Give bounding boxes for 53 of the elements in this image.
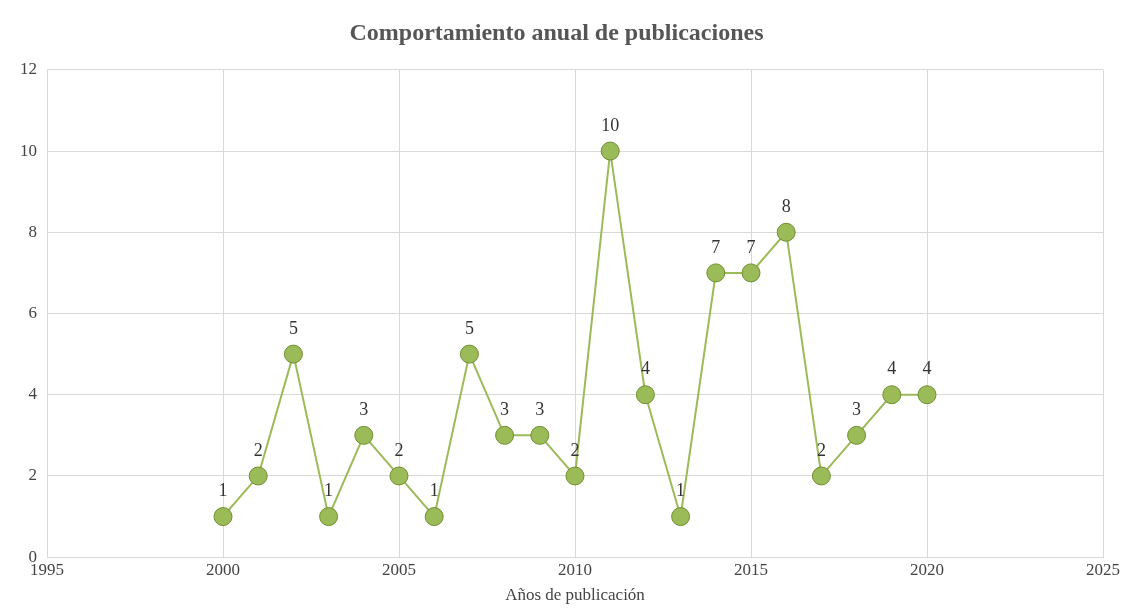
data-label: 4	[922, 358, 932, 379]
point	[495, 425, 515, 445]
data-label: 1	[324, 480, 334, 501]
x-tick-label: 2010	[558, 559, 592, 579]
y-tick-label: 4	[28, 384, 38, 404]
data-label: 3	[359, 399, 369, 420]
x-tick-label: 2005	[382, 559, 416, 579]
point	[319, 507, 339, 527]
data-label: 10	[601, 114, 620, 135]
point	[917, 385, 937, 405]
y-tick-label: 10	[20, 140, 37, 160]
point	[424, 507, 444, 527]
chart-title: Comportamiento anual de publicaciones	[349, 18, 764, 45]
point	[354, 425, 374, 445]
y-tick-label: 2	[28, 465, 37, 485]
x-axis-title: Años de publicación	[505, 585, 646, 605]
point	[776, 222, 796, 242]
point	[283, 344, 303, 364]
data-label: 8	[781, 196, 791, 216]
data-label: 4	[887, 358, 897, 379]
point	[635, 385, 655, 405]
x-tick-label: 2000	[206, 559, 240, 579]
point	[882, 385, 902, 405]
point	[847, 425, 867, 445]
point	[389, 466, 409, 486]
data-label: 3	[535, 399, 545, 420]
point	[530, 425, 550, 445]
x-tick-label: 2015	[734, 559, 768, 579]
data-label: 3	[500, 399, 510, 420]
data-label: 2	[394, 439, 404, 460]
x-tick-label: 2025	[1086, 559, 1120, 579]
data-label: 2	[253, 439, 263, 460]
y-tick-label: 12	[20, 59, 37, 79]
y-tick-label: 6	[28, 302, 37, 322]
data-label: 7	[711, 236, 721, 257]
point	[741, 263, 761, 283]
point	[811, 466, 831, 486]
x-tick-label: 2020	[910, 559, 944, 579]
data-label: 3	[852, 399, 862, 420]
point	[248, 466, 268, 486]
y-tick-label: 8	[28, 221, 37, 241]
data-label: 5	[288, 317, 298, 338]
data-label: 1	[429, 480, 439, 501]
data-label: 1	[676, 480, 686, 501]
point	[671, 507, 691, 527]
point	[459, 344, 479, 364]
point	[213, 507, 233, 527]
point	[600, 141, 620, 161]
data-label: 1	[218, 480, 228, 501]
data-label: 7	[746, 236, 756, 257]
data-label: 5	[464, 317, 474, 338]
point	[565, 466, 585, 486]
point	[706, 263, 726, 283]
